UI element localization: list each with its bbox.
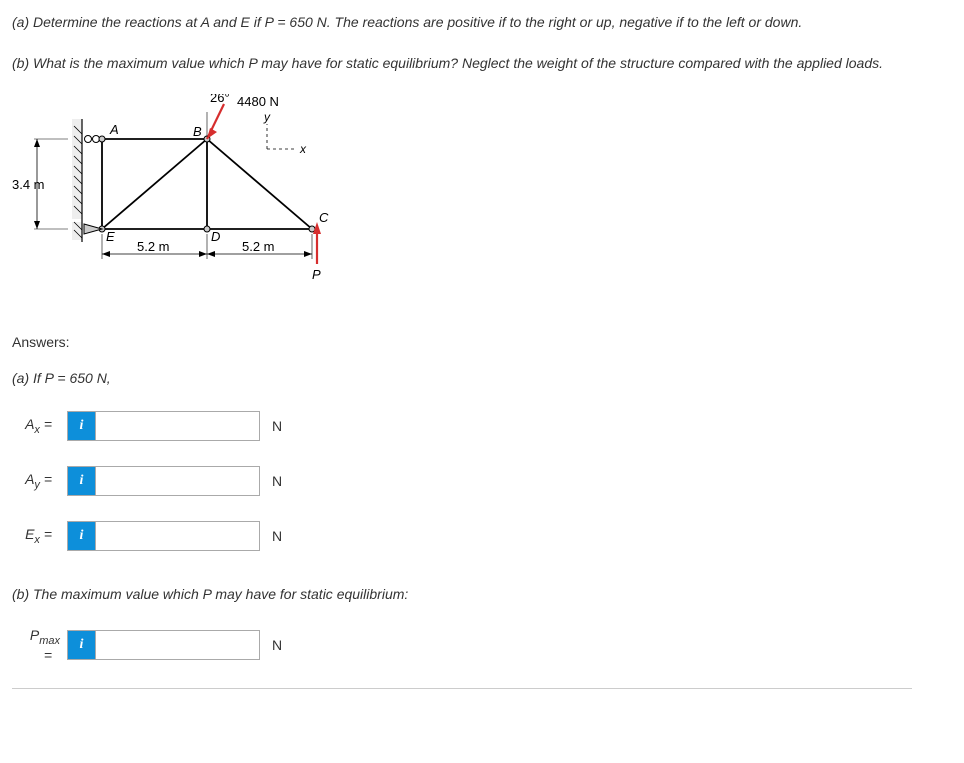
structure-figure: 3.4 m 5.2 m 5.2 m 26° 4480 N y x P A B C… bbox=[12, 94, 352, 304]
label-ax: Ax = bbox=[12, 416, 67, 436]
question-a-text: (a) Determine the reactions at A and E i… bbox=[12, 12, 952, 33]
answers-header: Answers: bbox=[12, 334, 952, 350]
p-label: P bbox=[312, 267, 321, 282]
unit-ex: N bbox=[272, 528, 282, 544]
row-pmax: Pmax = i N bbox=[12, 627, 952, 663]
dim-span2: 5.2 m bbox=[242, 239, 275, 254]
dim-height: 3.4 m bbox=[12, 177, 45, 192]
label-ex: Ex = bbox=[12, 526, 67, 546]
bottom-rule bbox=[12, 688, 912, 689]
label-pmax: Pmax = bbox=[12, 627, 67, 663]
info-icon: i bbox=[67, 630, 95, 660]
row-ax: Ax = i N bbox=[12, 411, 952, 441]
label-ay: Ay = bbox=[12, 471, 67, 491]
node-e: E bbox=[106, 229, 115, 244]
node-a: A bbox=[109, 122, 119, 137]
unit-ax: N bbox=[272, 418, 282, 434]
question-b-text: (b) What is the maximum value which P ma… bbox=[12, 53, 952, 74]
row-ay: Ay = i N bbox=[12, 466, 952, 496]
part-a-label: (a) If P = 650 N, bbox=[12, 370, 952, 386]
angle-label: 26° bbox=[210, 94, 230, 105]
unit-pmax: N bbox=[272, 637, 282, 653]
info-icon: i bbox=[67, 521, 95, 551]
axis-x: x bbox=[299, 142, 307, 156]
node-b: B bbox=[193, 124, 202, 139]
info-icon: i bbox=[67, 466, 95, 496]
part-b-label: (b) The maximum value which P may have f… bbox=[12, 586, 952, 602]
node-d: D bbox=[211, 229, 220, 244]
unit-ay: N bbox=[272, 473, 282, 489]
force-label: 4480 N bbox=[237, 94, 279, 109]
dim-span1: 5.2 m bbox=[137, 239, 170, 254]
input-pmax[interactable] bbox=[95, 630, 260, 660]
input-ay[interactable] bbox=[95, 466, 260, 496]
input-ax[interactable] bbox=[95, 411, 260, 441]
axis-y: y bbox=[263, 110, 271, 124]
info-icon: i bbox=[67, 411, 95, 441]
input-ex[interactable] bbox=[95, 521, 260, 551]
row-ex: Ex = i N bbox=[12, 521, 952, 551]
node-c: C bbox=[319, 210, 329, 225]
